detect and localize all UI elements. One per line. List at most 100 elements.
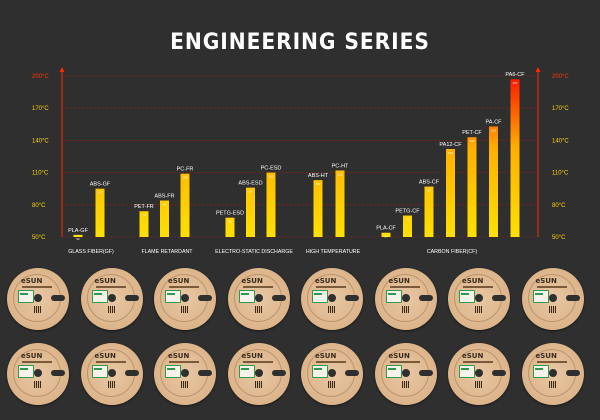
- y-tick-right: 80°C: [552, 203, 566, 209]
- bar-label: PC-ESD: [261, 166, 282, 172]
- spool-hub-hole: [107, 294, 116, 302]
- spool-hub-hole: [548, 294, 557, 302]
- spool-slot: [198, 295, 212, 301]
- bar-label: PC-FR: [177, 167, 194, 173]
- spool-subtitle-line: [22, 286, 52, 288]
- bar-value: 143: [469, 139, 474, 143]
- bar-value: 70: [406, 218, 410, 222]
- spool-subtitle-line: [463, 361, 493, 363]
- filament-spool-image: eSUN: [301, 343, 363, 405]
- bar-abs-gf: [95, 188, 105, 237]
- bar-value: 109: [182, 176, 187, 180]
- bar-value: 197: [512, 81, 517, 85]
- bar-abs-cf: [424, 186, 434, 237]
- spool-slot: [198, 370, 212, 376]
- spool-label-tag: [238, 290, 255, 303]
- y-tick-right: 140°C: [552, 138, 569, 144]
- spool-hub-hole: [181, 369, 189, 377]
- spool-subtitle-line: [169, 361, 199, 363]
- spool-slot: [565, 295, 580, 301]
- spool-qr-code: [107, 381, 115, 388]
- bar-pa12-cf: [446, 148, 455, 237]
- spool-qr-code: [328, 306, 335, 313]
- spool-label-tag: [532, 290, 549, 303]
- spool-hub-hole: [401, 294, 410, 302]
- spool-subtitle-line: [316, 361, 346, 363]
- bar-value: 112: [338, 172, 343, 176]
- y-tick-left: 170°C: [32, 106, 49, 112]
- filament-spool-image: eSUN: [227, 343, 290, 405]
- bar-value: 68: [228, 220, 232, 224]
- bar-label: ABS-FR: [154, 194, 174, 200]
- spool-label-tag: [165, 290, 181, 303]
- spool-hub-hole: [34, 369, 42, 377]
- bar-label: PLA-CF: [376, 226, 396, 232]
- group-label: ELECTRO-STATIC DISCHARGE: [215, 249, 293, 255]
- group-label: GLASS FIBER(GF): [68, 249, 114, 255]
- spool-slot: [345, 295, 359, 301]
- spool-brand-logo: eSUN: [315, 352, 337, 360]
- bar-label: PETG-ESD: [216, 211, 244, 217]
- spool-qr-code: [475, 306, 482, 313]
- spool-qr-code: [401, 306, 409, 313]
- spool-qr-code: [254, 381, 262, 388]
- filament-spool-image: eSUN: [448, 343, 510, 405]
- spool-label-tag: [91, 290, 108, 303]
- bar-value: 95: [98, 191, 102, 195]
- spool-hub-hole: [34, 294, 42, 302]
- bar-label: PC-HT: [332, 163, 349, 169]
- bar-label: PETG-CF: [395, 209, 420, 215]
- spool-slot: [492, 295, 506, 301]
- spool-brand-logo: eSUN: [388, 352, 410, 360]
- spool-label-tag: [91, 365, 108, 378]
- bar-pet-fr: [139, 211, 149, 237]
- spool-hub-hole: [254, 294, 263, 302]
- y-tick-left: 140°C: [32, 138, 49, 144]
- group-label: CARBON FIBER(CF): [427, 249, 478, 255]
- bar-label: ABS-HT: [308, 173, 329, 179]
- bar-petg-esd: [225, 217, 235, 237]
- filament-spool-image: eSUN: [521, 343, 584, 405]
- bar-value: 132: [448, 151, 453, 155]
- spool-subtitle-line: [316, 286, 346, 288]
- bar-value: 84: [163, 203, 167, 207]
- bar-value: 54: [384, 235, 388, 239]
- spool-slot: [271, 295, 286, 301]
- spool-brand-logo: eSUN: [21, 352, 43, 360]
- bar-value: 74: [142, 213, 146, 217]
- spool-subtitle-line: [242, 286, 273, 288]
- spool-brand-logo: eSUN: [168, 352, 190, 360]
- spool-brand-logo: eSUN: [94, 352, 116, 360]
- spool-subtitle-line: [242, 361, 273, 363]
- spool-brand-logo: eSUN: [241, 277, 263, 285]
- bar-label: ABS-CF: [419, 180, 440, 186]
- bar-petg-cf: [403, 215, 412, 237]
- bar-abs-ht: [313, 180, 323, 237]
- spool-hub-hole: [475, 294, 483, 302]
- spool-qr-code: [181, 306, 188, 313]
- spool-brand-logo: eSUN: [535, 277, 557, 285]
- y-tick-left: 200°C: [32, 74, 49, 80]
- group-label: FLAME RETARDANT: [141, 249, 193, 255]
- spool-slot: [418, 370, 433, 376]
- spool-label-tag: [459, 290, 475, 303]
- spool-label-tag: [18, 290, 34, 303]
- spool-hub-hole: [401, 369, 410, 377]
- spool-slot: [492, 370, 506, 376]
- spool-label-tag: [238, 365, 255, 378]
- spool-hub-hole: [328, 369, 336, 377]
- bar-label: PET-CF: [462, 130, 482, 136]
- filament-spool-image: eSUN: [374, 343, 437, 405]
- bar-label: PET-FR: [134, 204, 154, 210]
- spool-brand-logo: eSUN: [315, 277, 337, 285]
- spool-hub-hole: [548, 369, 557, 377]
- bar-pla-gf: [73, 234, 83, 237]
- filament-spool-image: eSUN: [374, 268, 437, 330]
- bar-pc-ht: [335, 170, 345, 237]
- spool-slot: [51, 295, 65, 301]
- spool-subtitle-line: [536, 361, 567, 363]
- spool-subtitle-line: [169, 286, 199, 288]
- spool-slot: [124, 370, 139, 376]
- spool-brand-logo: eSUN: [21, 277, 43, 285]
- spool-hub-hole: [181, 294, 189, 302]
